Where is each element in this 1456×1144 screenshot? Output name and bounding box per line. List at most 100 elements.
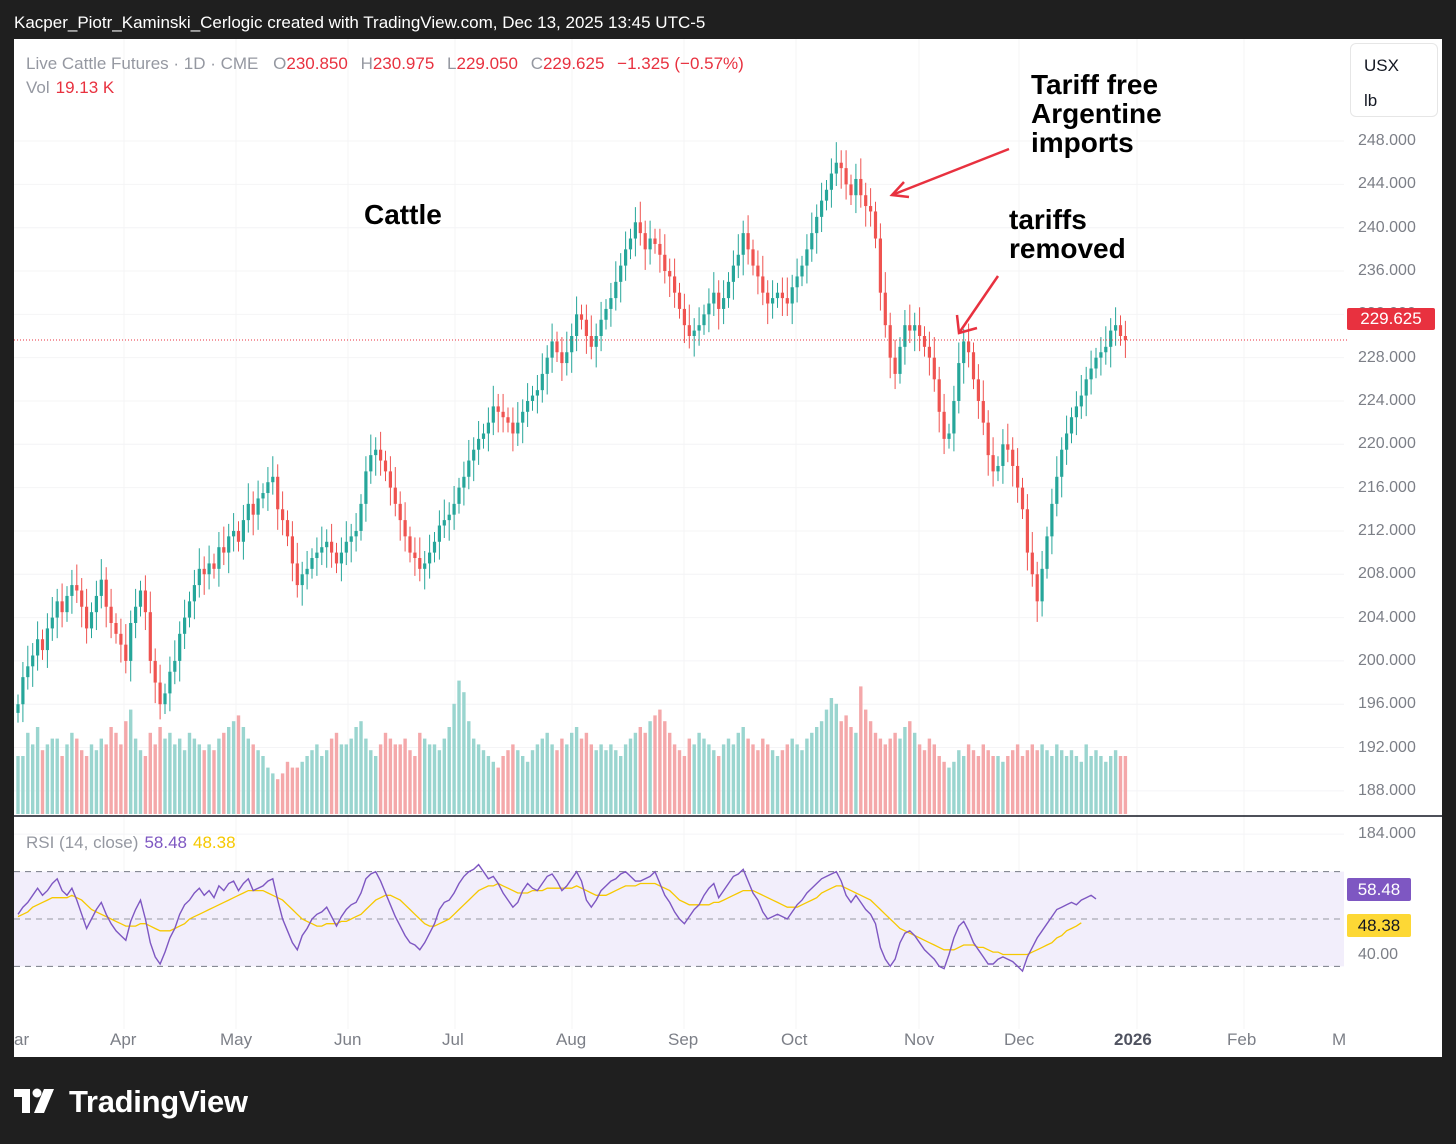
time-axis-tick: Oct — [781, 1030, 808, 1049]
volume-bar — [501, 756, 505, 814]
candle-body — [589, 336, 593, 347]
candle-body — [766, 292, 770, 304]
volume-bar — [805, 738, 809, 814]
candle-body — [805, 249, 809, 266]
candle-body — [883, 292, 887, 326]
price-axis-tick: 224.000 — [1358, 391, 1416, 409]
candle-body — [1123, 336, 1127, 341]
volume-bar — [217, 738, 221, 814]
annotation-cattle[interactable]: Cattle — [364, 199, 442, 230]
volume-bar — [70, 732, 74, 814]
volume-bar — [702, 738, 706, 814]
volume-label[interactable]: Vol — [26, 78, 50, 97]
candle-body — [187, 601, 192, 618]
volume-bar — [966, 744, 971, 814]
volume-bar — [1006, 756, 1010, 814]
candle-body — [736, 254, 740, 266]
candle-body — [236, 530, 241, 542]
candle-body — [153, 660, 157, 683]
volume-legend: Vol 19.13 K — [26, 78, 114, 98]
candle-body — [947, 433, 951, 439]
candle-body — [579, 314, 584, 320]
volume-bar — [491, 761, 495, 814]
candle-body — [820, 200, 824, 217]
unit-selector[interactable]: USX lb — [1350, 43, 1438, 117]
volume-bar — [962, 756, 966, 814]
candle-body — [1109, 330, 1113, 347]
time-axis-tick: M — [1332, 1030, 1347, 1049]
candle-body — [26, 666, 30, 678]
candle-body — [893, 357, 897, 374]
annotation-line: tariffs — [1009, 204, 1087, 235]
volume-bar — [854, 732, 858, 814]
chart-panel[interactable]: Live Cattle Futures · 1D · CME O230.850 … — [14, 39, 1442, 1057]
candle-body — [575, 314, 579, 336]
volume-bar — [746, 738, 750, 814]
volume-bar — [1118, 756, 1123, 814]
candle-body — [310, 558, 314, 569]
candle-body — [119, 633, 123, 645]
candle-body — [550, 341, 554, 358]
volume-bar — [800, 750, 804, 814]
volume-bar — [241, 727, 246, 814]
volume-bar — [476, 744, 481, 814]
annotation-tariffs-removed[interactable]: tariffs removed — [1009, 205, 1126, 263]
candle-body — [452, 503, 456, 515]
candle-body — [937, 379, 941, 412]
low-label: L — [447, 54, 457, 73]
unit-option[interactable]: lb — [1364, 91, 1378, 110]
candle-body — [1118, 325, 1123, 336]
annotation-line: Argentine — [1031, 98, 1162, 129]
volume-bar — [1040, 744, 1044, 814]
candle-body — [462, 476, 466, 488]
candle-body — [1011, 449, 1015, 466]
volume-bar — [614, 750, 618, 814]
candle-body — [682, 308, 686, 326]
volume-bar — [810, 732, 814, 814]
chart-caption: Kacper_Piotr_Kaminski_Cerlogic created w… — [14, 13, 706, 32]
candle-body — [565, 352, 569, 364]
volume-bar — [952, 761, 956, 814]
candle-body — [663, 254, 667, 272]
volume-bar — [849, 727, 853, 814]
annotation-tariff-free[interactable]: Tariff free Argentine imports — [1031, 70, 1162, 157]
candle-body — [271, 476, 275, 483]
volume-bar — [109, 727, 113, 814]
rsi-label[interactable]: RSI (14, close) — [26, 833, 139, 852]
volume-bar — [359, 721, 363, 814]
volume-bar — [922, 750, 927, 814]
candle-body — [771, 298, 775, 304]
volume-bar — [682, 756, 687, 814]
candle-body — [408, 536, 412, 553]
candle-body — [496, 406, 500, 412]
volume-bar — [173, 744, 177, 814]
volume-bar — [658, 709, 662, 814]
volume-bar — [133, 738, 138, 814]
volume-bar — [775, 756, 780, 814]
volume-bar — [418, 732, 422, 814]
volume-bar — [986, 750, 990, 814]
candle-body — [780, 292, 784, 299]
candle-body — [1065, 433, 1069, 450]
symbol-name[interactable]: Live Cattle Futures · 1D · CME — [26, 54, 259, 73]
volume-bar — [280, 773, 285, 814]
candle-body — [756, 265, 760, 277]
volume-bar — [574, 727, 579, 814]
candle-body — [1089, 368, 1093, 380]
volume-bar — [1030, 744, 1034, 814]
candle-body — [393, 487, 397, 504]
candle-body — [560, 352, 564, 364]
volume-bar — [908, 721, 912, 814]
volume-value: 19.13 K — [55, 78, 115, 97]
price-axis-tick: 188.000 — [1358, 781, 1416, 799]
volume-bar — [222, 732, 226, 814]
volume-bar — [285, 761, 290, 814]
candle-body — [1069, 417, 1074, 434]
volume-bar — [604, 750, 608, 814]
currency-option[interactable]: USX — [1364, 56, 1399, 75]
volume-bar — [472, 738, 476, 814]
volume-bar — [1094, 750, 1098, 814]
chart-canvas[interactable] — [14, 39, 1442, 1057]
volume-bar — [457, 680, 461, 814]
volume-bar — [60, 756, 64, 814]
